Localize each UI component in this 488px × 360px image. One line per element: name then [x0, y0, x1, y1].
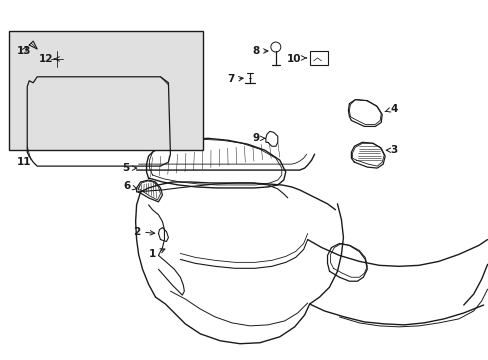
Text: 5: 5: [122, 163, 137, 173]
Text: 8: 8: [252, 46, 260, 56]
Text: 4: 4: [384, 104, 397, 113]
Text: 9: 9: [252, 133, 260, 143]
Text: 6: 6: [123, 181, 137, 191]
Text: 13: 13: [17, 46, 32, 56]
Bar: [309, 51, 327, 65]
Text: 1: 1: [148, 249, 164, 260]
Text: 12: 12: [39, 54, 54, 64]
Text: 2: 2: [133, 226, 154, 237]
Text: 3: 3: [386, 145, 397, 155]
Text: 7: 7: [227, 74, 235, 84]
Text: 11: 11: [17, 157, 32, 167]
Text: 10: 10: [286, 54, 301, 64]
Bar: [77, 85, 122, 99]
Bar: [9, 31, 203, 150]
